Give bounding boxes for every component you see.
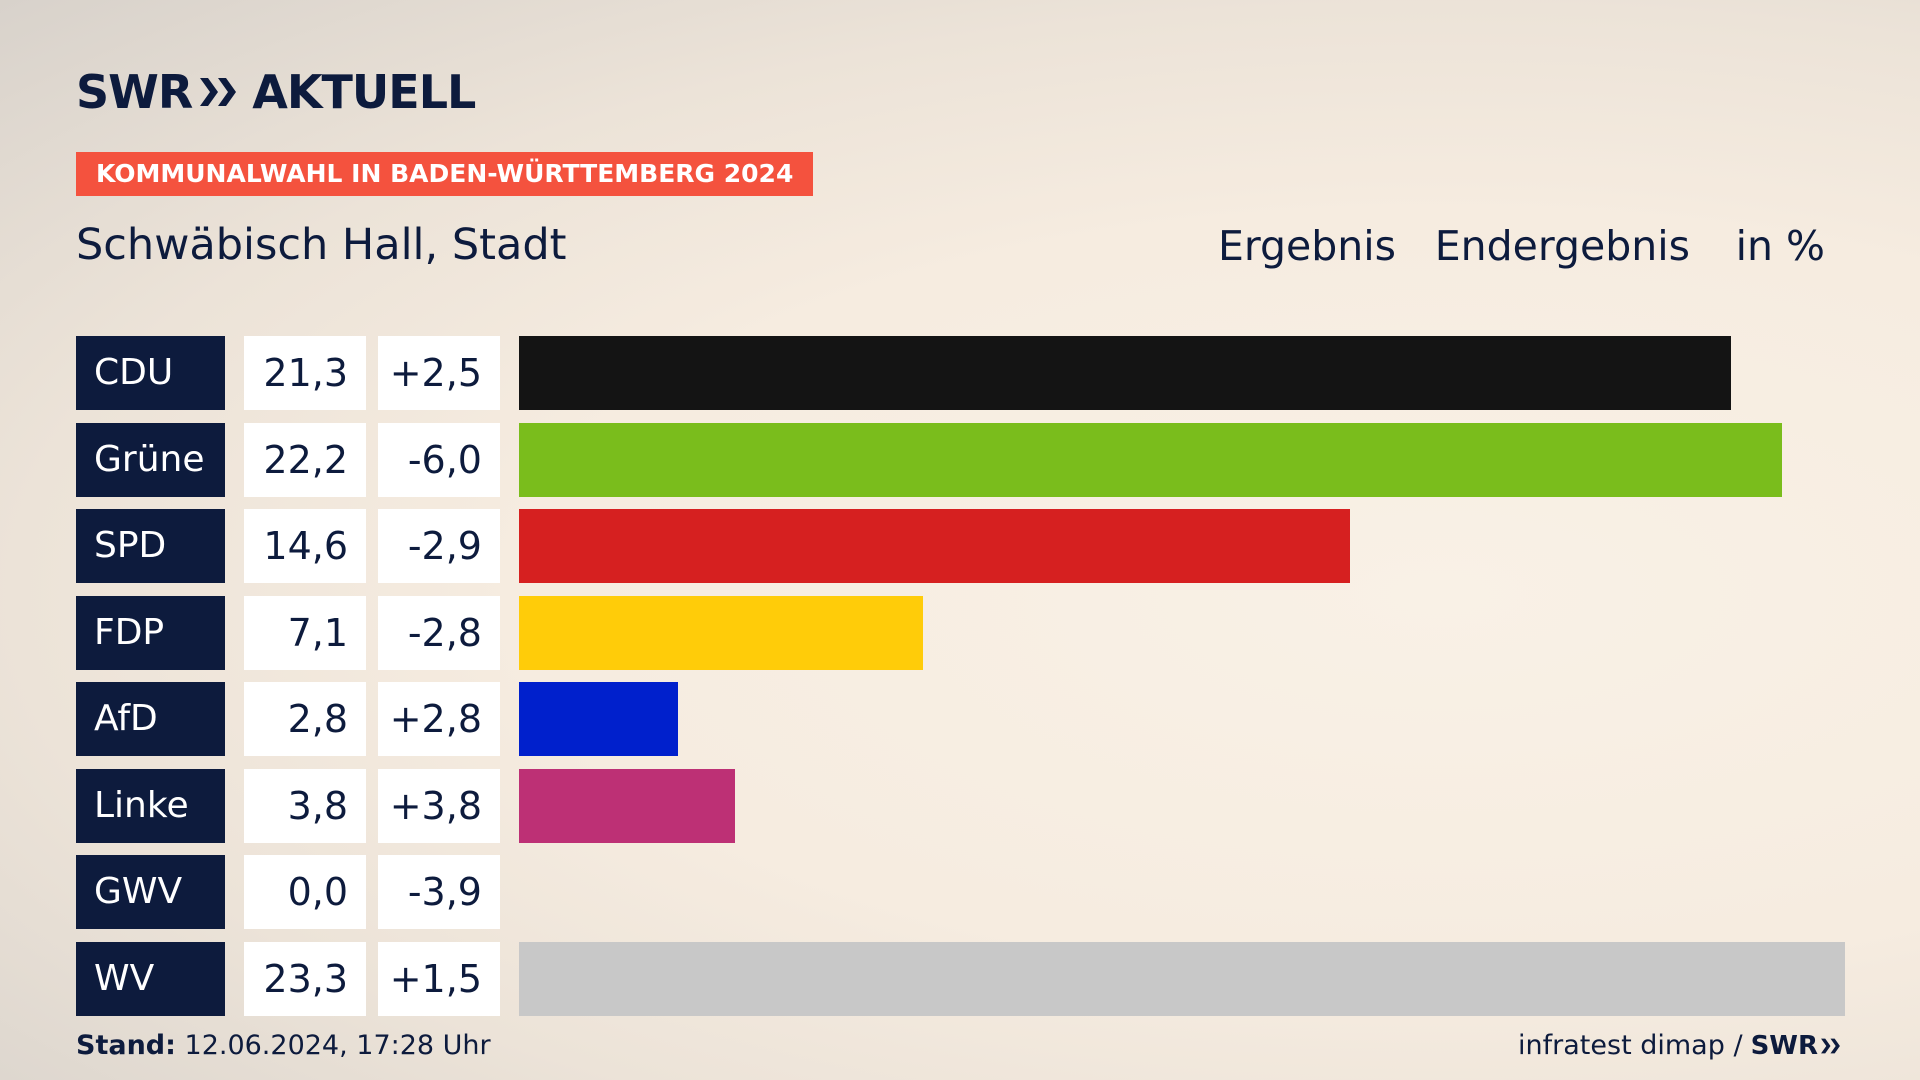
double-chevron-icon: [200, 78, 237, 106]
change-value: -2,9: [378, 509, 500, 583]
party-label: Grüne: [76, 422, 225, 497]
source-text: infratest dimap /: [1518, 1030, 1743, 1061]
result-bar: [519, 941, 1845, 1016]
header-result: Ergebnis: [1217, 222, 1396, 270]
result-value: 21,3: [244, 336, 366, 410]
result-bar: [519, 509, 1350, 583]
source-brand-text: SWR: [1750, 1030, 1818, 1061]
result-value: 22,2: [244, 422, 366, 497]
result-bar: [519, 422, 1782, 497]
party-label: FDP: [76, 595, 225, 670]
stand-value: 12.06.2024, 17:28 Uhr: [184, 1030, 491, 1061]
party-label: WV: [76, 941, 225, 1016]
header-final-result: Endergebnis: [1434, 222, 1690, 270]
party-label: SPD: [76, 509, 225, 583]
party-label: GWV: [76, 855, 225, 929]
result-value: 14,6: [244, 509, 366, 583]
change-value: +2,5: [378, 336, 500, 410]
footer-timestamp: Stand: 12.06.2024, 17:28 Uhr: [76, 1030, 491, 1061]
party-label: AfD: [76, 682, 225, 756]
result-value: 0,0: [244, 855, 366, 929]
change-value: +3,8: [378, 768, 500, 843]
result-bar: [519, 336, 1731, 410]
result-value: 2,8: [244, 682, 366, 756]
result-value: 7,1: [244, 595, 366, 670]
result-bar: [519, 595, 923, 670]
change-value: -3,9: [378, 855, 500, 929]
change-value: -6,0: [378, 422, 500, 497]
result-value: 3,8: [244, 768, 366, 843]
footer-source: infratest dimap / SWR: [1518, 1030, 1842, 1061]
election-banner: KOMMUNALWAHL IN BADEN-WÜRTTEMBERG 2024: [76, 152, 814, 196]
source-brand-logo: SWR: [1751, 1031, 1842, 1061]
header-unit: in %: [1735, 222, 1825, 270]
location-title: Schwäbisch Hall, Stadt: [76, 220, 567, 270]
double-chevron-icon: [1821, 1038, 1840, 1053]
result-value: 23,3: [244, 941, 366, 1016]
result-bar: [519, 682, 678, 756]
party-label: CDU: [76, 336, 225, 410]
logo-swr-text: SWR: [76, 65, 193, 119]
party-label: Linke: [76, 768, 225, 843]
result-bar: [519, 768, 735, 843]
change-value: -2,8: [378, 595, 500, 670]
swr-aktuell-logo: SWR AKTUELL: [76, 62, 476, 122]
change-value: +1,5: [378, 941, 500, 1016]
stand-label: Stand:: [76, 1030, 176, 1061]
change-value: +2,8: [378, 682, 500, 756]
logo-aktuell-text: AKTUELL: [252, 65, 476, 119]
